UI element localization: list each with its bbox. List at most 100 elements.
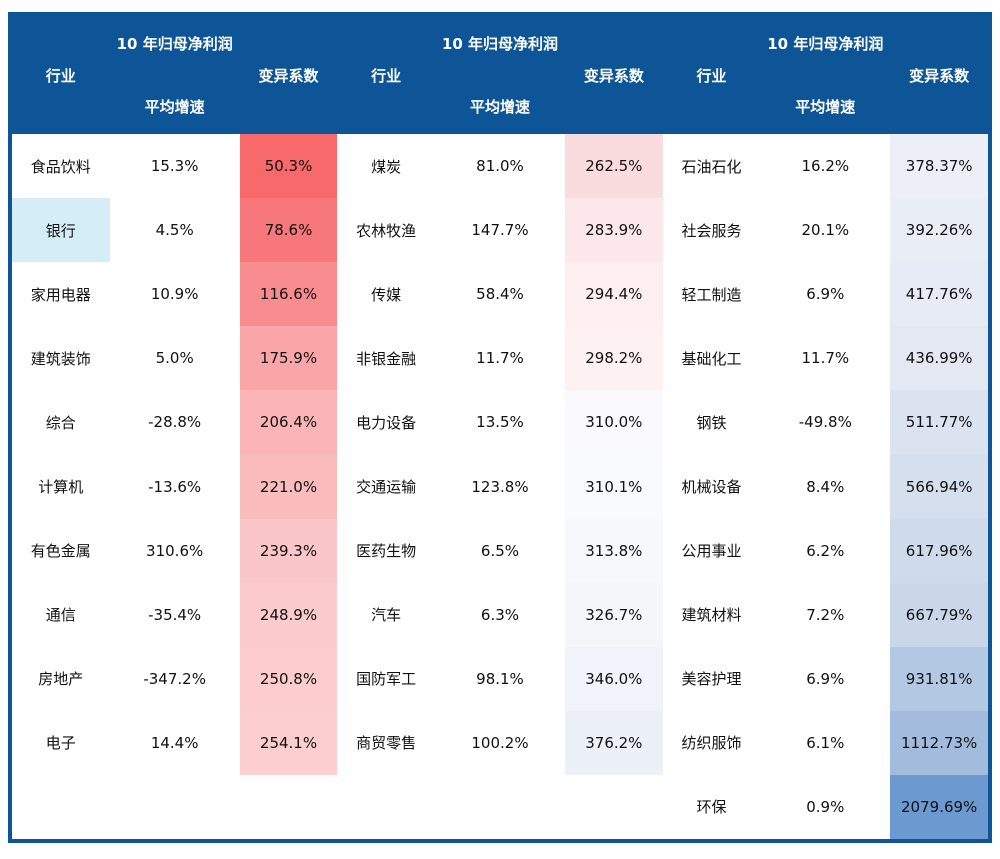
growth-cell [435,775,565,839]
industry-cell: 社会服务 [681,221,742,240]
growth-cell: 123.8% [471,477,529,496]
table-row: 机械设备 8.4% 566.94% [663,454,988,519]
group-body: 石油石化 16.2% 378.37% 社会服务 20.1% 392.26% 轻工制造 6.9%… [663,134,988,840]
growth-header-line2: 平均增速 [144,98,205,116]
cv-cell: 392.26% [890,198,988,263]
cv-cell: 566.94% [890,454,988,519]
industry-cell: 钢铁 [696,413,727,432]
industry-cell: 轻工制造 [681,285,742,304]
growth-cell: 8.4% [806,477,845,496]
industry-cell: 建筑装饰 [30,349,91,368]
growth-cell: 147.7% [471,221,529,240]
industry-cell: 传媒 [371,285,402,304]
growth-header-line2: 平均增速 [795,98,856,116]
industry-cell: 交通运输 [356,478,417,497]
table-row: 有色金属 310.6% 239.3% [12,518,338,583]
growth-cell: 20.1% [801,221,850,240]
industry-cell: 商贸零售 [356,734,417,753]
growth-column-header: 10 年归母净利润 平均增速 [760,16,890,134]
cv-cell: 310.0% [565,390,663,455]
table-row: 纺织服饰 6.1% 1112.73% [663,710,988,775]
group-body: 煤炭 81.0% 262.5% 农林牧渔 147.7% 283.9% 传媒 58.4% 294.… [337,134,663,839]
table-body: 食品饮料 15.3% 50.3% 银行 4.5% 78.6% 家用电器 10.9% 116.6%… [12,134,988,840]
growth-cell: 15.3% [150,157,199,176]
industry-cell: 电力设备 [356,413,417,432]
growth-cell: 6.1% [806,733,845,752]
cv-column-header: 变异系数 [583,66,644,85]
cv-cell: 931.81% [890,646,988,711]
table-row: 建筑材料 7.2% 667.79% [663,582,988,647]
growth-cell: -35.4% [148,605,202,624]
growth-cell: 0.9% [806,797,845,816]
growth-cell: 4.5% [155,221,194,240]
industry-cell: 银行 [12,198,110,263]
industry-cell: 美容护理 [681,670,742,689]
group-header: 行业 10 年归母净利润 平均增速 变异系数 [12,16,337,134]
growth-cell: 6.5% [480,541,520,560]
industry-cell: 环保 [696,798,727,817]
table-row [337,775,662,839]
industry-column-header: 行业 [696,66,727,85]
industry-cell: 电子 [45,734,76,753]
industry-cell: 汽车 [371,606,402,625]
table-row: 煤炭 81.0% 262.5% [337,134,663,199]
table-row: 电子 14.4% 254.1% [12,710,338,775]
growth-cell: 6.3% [480,605,520,624]
table-row: 通信 -35.4% 248.9% [12,582,338,647]
cv-cell: 346.0% [565,646,663,711]
growth-cell: -49.8% [798,413,852,432]
cv-cell: 221.0% [239,454,338,519]
table-row: 计算机 -13.6% 221.0% [12,454,338,519]
industry-cell: 国防军工 [356,670,417,689]
industry-cell: 农林牧渔 [356,221,417,240]
table-row: 电力设备 13.5% 310.0% [337,390,663,455]
group-body: 食品饮料 15.3% 50.3% 银行 4.5% 78.6% 家用电器 10.9% 116.6%… [12,134,338,839]
growth-cell: 98.1% [476,669,524,688]
table-row: 非银金融 11.7% 298.2% [337,326,663,391]
industry-cell: 家用电器 [30,285,91,304]
table-row: 医药生物 6.5% 313.8% [337,518,663,583]
industry-cell: 房地产 [38,670,84,689]
growth-cell: 6.2% [806,541,845,560]
industry-cell: 综合 [45,413,76,432]
growth-cell: 13.5% [476,413,524,432]
cv-cell: 298.2% [565,326,663,391]
industry-cell: 公用事业 [681,542,742,561]
industry-cell: 煤炭 [371,157,402,176]
growth-cell: 5.0% [155,349,194,368]
industry-cell: 计算机 [38,478,84,497]
industry-cell [12,775,110,839]
industry-cell: 石油石化 [681,157,742,176]
cv-cell: 417.76% [890,262,988,327]
industry-cell [337,775,435,839]
table-row: 汽车 6.3% 326.7% [337,582,663,647]
cv-cell: 248.9% [239,582,338,647]
growth-cell: 81.0% [476,157,524,176]
cv-column-header: 变异系数 [258,66,319,85]
growth-column-header: 10 年归母净利润 平均增速 [110,16,240,134]
cv-cell: 376.2% [565,710,663,775]
industry-cv-heatmap-table: 行业 10 年归母净利润 平均增速 变异系数 行业 10 年归母净利润 平均增速 变异系数 行业… [8,12,992,843]
industry-cell: 医药生物 [356,542,417,561]
table-row: 房地产 -347.2% 250.8% [12,646,338,711]
cv-cell: 2079.69% [890,774,988,840]
cv-cell: 175.9% [239,326,338,391]
table-row [12,775,337,839]
growth-header-line1: 10 年归母净利润 [441,35,559,53]
table-row: 银行 4.5% 78.6% [12,198,338,263]
growth-cell: 7.2% [806,605,845,624]
table-row: 农林牧渔 147.7% 283.9% [337,198,663,263]
industry-cell: 食品饮料 [30,157,91,176]
cv-cell: 50.3% [239,134,338,199]
industry-column-header: 行业 [371,66,402,85]
cv-cell: 250.8% [239,646,338,711]
industry-cell: 基础化工 [681,349,742,368]
cv-cell [240,775,338,839]
industry-column-header: 行业 [45,66,76,85]
growth-cell: 11.7% [476,349,524,368]
growth-cell: 310.6% [146,541,204,560]
growth-cell: -13.6% [148,477,202,496]
cv-cell: 378.37% [890,134,988,199]
table-row: 食品饮料 15.3% 50.3% [12,134,338,199]
group-header: 行业 10 年归母净利润 平均增速 变异系数 [663,16,988,134]
